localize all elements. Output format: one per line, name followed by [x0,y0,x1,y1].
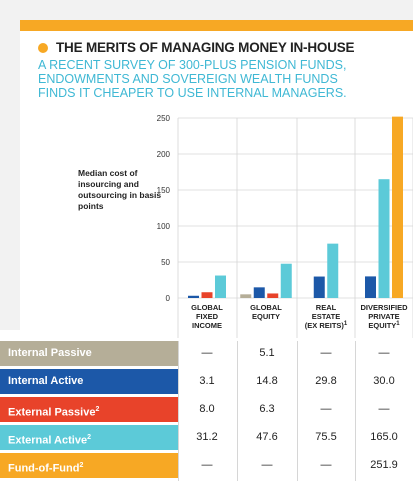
bar [201,292,213,298]
table-row: External Active2 31.2 47.6 75.5 165.0 [0,425,413,450]
table-row: Fund-of-Fund2 — — — 251.9 [0,453,413,478]
table-row: Internal Passive — 5.1 — — [0,341,413,366]
y-tick-label: 150 [157,186,171,195]
table-cell: 251.9 [370,459,398,471]
table-cell: — [201,459,213,471]
accent-bar [20,20,413,31]
y-tick-label: 50 [161,258,170,267]
bar [215,275,226,298]
bar [280,263,292,298]
chart-header: THE MERITS OF MANAGING MONEY IN-HOUSE A … [38,40,413,100]
category-label: DIVERSIFIED PRIVATE EQUITY1 [360,303,408,330]
bar [253,287,265,298]
table-cell: 30.0 [373,375,395,387]
table-cell: — [320,347,332,359]
y-axis-label: Median cost of insourcing and outsourcin… [78,168,162,211]
legend-series-label: Fund-of-Fund2 [0,453,178,478]
table-cell: 3.1 [199,375,215,387]
table-cell: 31.2 [196,431,218,443]
table-cell: 8.0 [199,403,215,415]
category-label: GLOBAL EQUITY [250,303,282,321]
table-cell: 75.5 [315,431,337,443]
y-tick-label: 100 [157,222,171,231]
table-cell: — [378,347,390,359]
table-cell: — [320,459,332,471]
table-divider [237,341,238,481]
legend-series-label: Internal Passive [0,341,178,366]
table-divider [297,341,298,481]
bar [313,276,325,298]
bar [188,295,199,298]
bar [378,179,390,298]
bar [392,116,403,298]
y-tick-label: 200 [157,150,171,159]
table-cell: 29.8 [315,375,337,387]
bar [327,243,339,298]
table-cell: 6.3 [259,403,275,415]
table-cell: 165.0 [370,431,398,443]
table-cell: — [201,347,213,359]
table-row: External Passive2 8.0 6.3 — — [0,397,413,422]
table-cell: 14.8 [256,375,278,387]
legend-series-label: Internal Active [0,369,178,394]
bullet-dot-icon [38,42,48,53]
table-cell: — [261,459,273,471]
table-cell: — [378,403,390,415]
y-tick-label: 250 [157,114,171,123]
chart-subtitle: A RECENT SURVEY OF 300-PLUS PENSION FUND… [38,58,347,100]
table-cell: 47.6 [256,431,278,443]
bar-chart: 0 50 100 150 200 250 GLOBAL FIXED INCOME GLOBAL E… [157,114,413,338]
chart-title: THE MERITS OF MANAGING MONEY IN-HOUSE [56,40,355,55]
legend-series-label: External Passive2 [0,397,178,422]
category-label: REAL ESTATE (EX REITS)1 [305,303,348,330]
category-label: GLOBAL FIXED INCOME [191,303,223,330]
y-tick-label: 0 [166,294,171,303]
table-cell: — [320,403,332,415]
table-cell: 5.1 [259,347,275,359]
bar [365,276,376,298]
bar [267,293,279,298]
bar [240,294,252,298]
table-row: Internal Active 3.1 14.8 29.8 30.0 [0,369,413,394]
table-divider [355,341,356,481]
table-divider [178,341,179,481]
legend-series-label: External Active2 [0,425,178,450]
